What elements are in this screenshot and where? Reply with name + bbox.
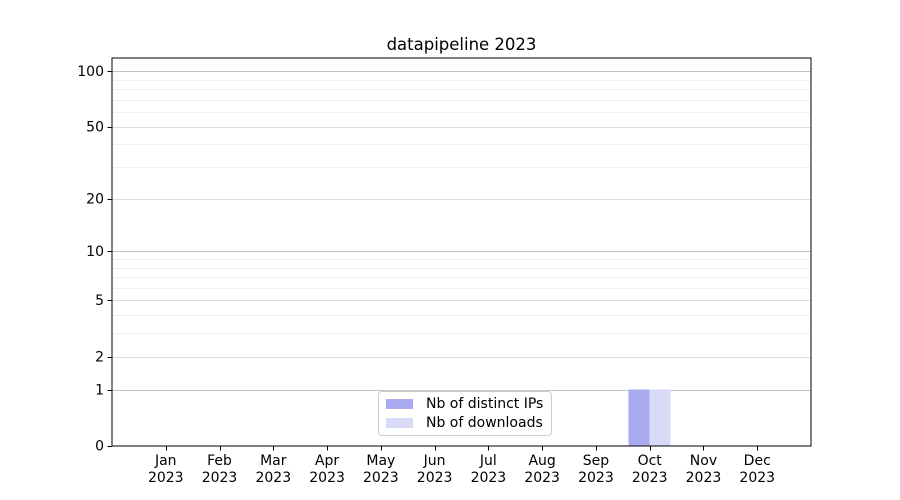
legend-swatch-downloads (386, 418, 413, 428)
legend-swatch-distinct-ips (386, 399, 413, 409)
x-tick-label: Dec 2023 (739, 453, 775, 486)
legend-entry-downloads: Nb of downloads (386, 416, 543, 430)
x-tick-label: Aug 2023 (524, 453, 560, 486)
y-tick-label: 2 (95, 349, 104, 365)
y-tick-label: 20 (86, 191, 104, 207)
x-tick-label: Sep 2023 (578, 453, 614, 486)
x-tick-label: Jun 2023 (417, 453, 453, 486)
x-tick-label: Jan 2023 (148, 453, 184, 486)
x-tick-label: Mar 2023 (255, 453, 291, 486)
bar-distinct-ips (628, 389, 650, 446)
y-tick-label: 100 (77, 64, 104, 80)
chart-title: datapipeline 2023 (386, 35, 537, 54)
x-tick-label: Nov 2023 (686, 453, 722, 486)
x-tick-label: Oct 2023 (632, 453, 668, 486)
y-tick-label: 5 (95, 293, 104, 309)
x-tick-label: Feb 2023 (202, 453, 238, 486)
legend-label-distinct-ips: Nb of distinct IPs (426, 396, 544, 412)
legend-entry-distinct-ips: Nb of distinct IPs (386, 397, 543, 411)
y-tick-label: 10 (86, 244, 104, 260)
legend-label-downloads: Nb of downloads (426, 415, 543, 431)
y-tick-label: 50 (86, 119, 104, 135)
y-tick-label: 0 (95, 439, 104, 455)
legend: Nb of distinct IPs Nb of downloads (378, 391, 553, 436)
y-tick-label: 1 (95, 382, 104, 398)
x-tick-label: Jul 2023 (471, 453, 507, 486)
bar-downloads (649, 389, 671, 446)
x-tick-label: May 2023 (363, 453, 399, 486)
x-tick-label: Apr 2023 (309, 453, 345, 486)
